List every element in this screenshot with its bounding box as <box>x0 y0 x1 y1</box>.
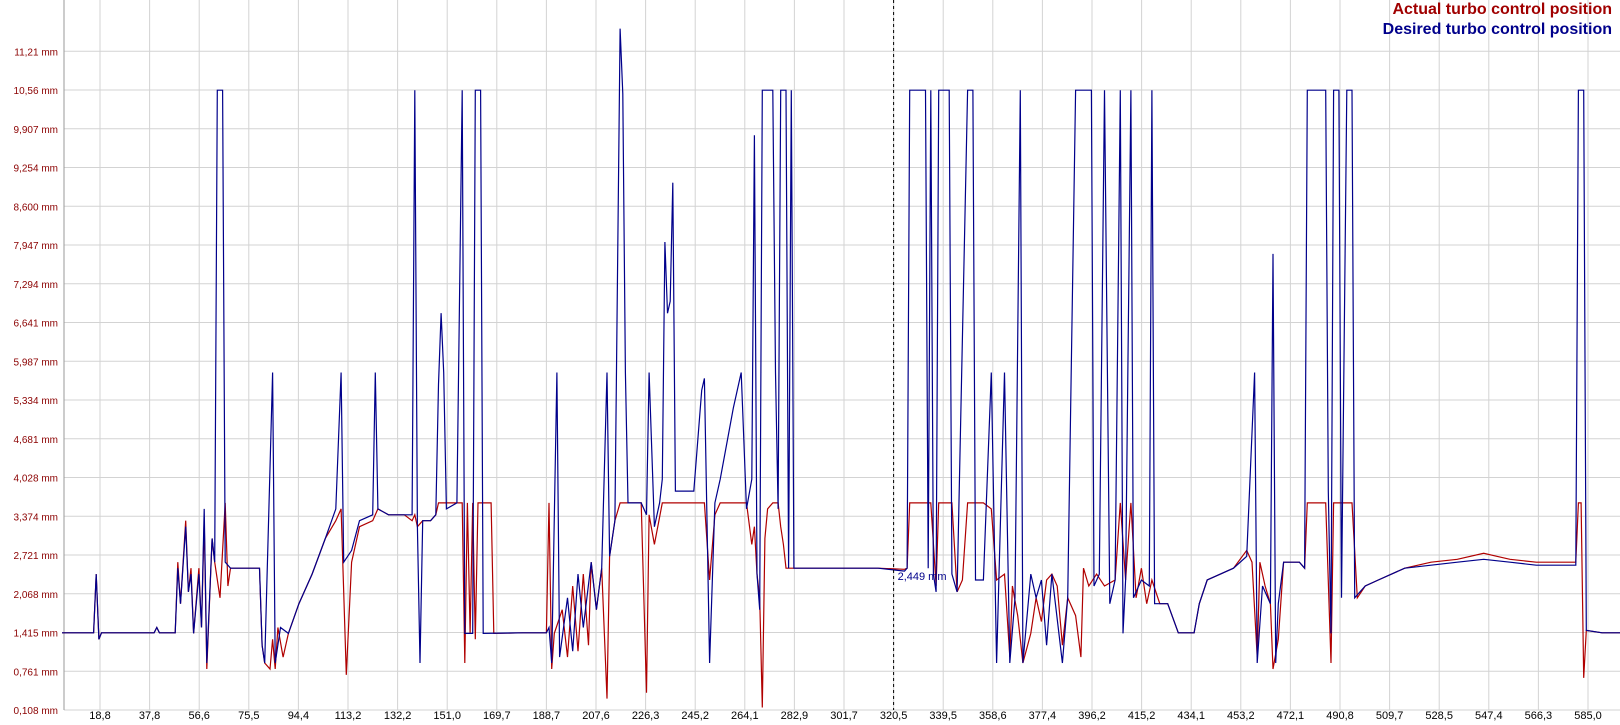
y-tick-label: 8,600 mm <box>14 202 58 213</box>
x-tick-label: 472,1 <box>1277 710 1305 722</box>
x-tick-label: 358,6 <box>979 710 1007 722</box>
x-tick-label: 113,2 <box>335 710 362 722</box>
y-tick-label: 4,681 mm <box>14 435 58 446</box>
y-tick-label: 7,947 mm <box>14 241 58 252</box>
x-tick-label: 132,2 <box>384 710 412 722</box>
x-tick-label: 377,4 <box>1029 710 1057 722</box>
x-tick-label: 509,7 <box>1376 710 1404 722</box>
series-line-actual <box>62 502 1620 708</box>
x-tick-label: 415,2 <box>1128 710 1156 722</box>
y-tick-label: 1,415 mm <box>14 629 58 640</box>
y-tick-label: 4,028 mm <box>14 474 58 485</box>
y-tick-label: 9,907 mm <box>14 125 58 136</box>
x-tick-label: 282,9 <box>781 710 809 722</box>
y-tick-label: 9,254 mm <box>14 164 58 175</box>
y-tick-label: 5,987 mm <box>14 357 58 368</box>
legend: Actual turbo control position Desired tu… <box>1383 0 1612 40</box>
x-tick-label: 339,5 <box>929 710 957 722</box>
x-tick-label: 585,0 <box>1574 710 1602 722</box>
x-tick-label: 151,0 <box>433 710 461 722</box>
y-tick-label: 11,21 mm <box>14 47 58 58</box>
series-line-desired <box>62 28 1620 664</box>
x-tick-label: 245,2 <box>681 710 709 722</box>
x-tick-label: 566,3 <box>1525 710 1553 722</box>
x-tick-label: 18,8 <box>89 710 110 722</box>
y-tick-label: 2,068 mm <box>14 590 58 601</box>
y-tick-label: 7,294 mm <box>14 280 58 291</box>
x-tick-label: 320,5 <box>880 710 908 722</box>
x-tick-label: 528,5 <box>1425 710 1453 722</box>
y-tick-label: 0,108 mm <box>14 706 58 717</box>
x-tick-label: 490,8 <box>1326 710 1354 722</box>
x-tick-label: 207,6 <box>582 710 610 722</box>
y-tick-label: 3,374 mm <box>14 512 58 523</box>
x-tick-label: 169,7 <box>483 710 511 722</box>
y-tick-label: 5,334 mm <box>14 396 58 407</box>
y-tick-label: 10,56 mm <box>14 86 58 97</box>
y-tick-label: 0,761 mm <box>14 667 58 678</box>
legend-item-actual: Actual turbo control position <box>1392 1 1612 18</box>
x-tick-label: 301,7 <box>830 710 858 722</box>
x-tick-label: 396,2 <box>1078 710 1106 722</box>
x-tick-label: 56,6 <box>188 710 209 722</box>
x-tick-label: 547,4 <box>1475 710 1503 722</box>
x-tick-label: 188,7 <box>533 710 561 722</box>
x-tick-label: 453,2 <box>1227 710 1255 722</box>
x-tick-label: 264,1 <box>731 710 759 722</box>
y-tick-label: 2,721 mm <box>14 551 58 562</box>
x-tick-label: 226,3 <box>632 710 660 722</box>
x-tick-label: 75,5 <box>238 710 259 722</box>
cursor-value-label: 2,449 mm <box>898 571 947 583</box>
x-tick-label: 434,1 <box>1177 710 1205 722</box>
y-tick-label: 6,641 mm <box>14 319 58 330</box>
x-tick-label: 37,8 <box>139 710 160 722</box>
x-tick-label: 94,4 <box>288 710 309 722</box>
legend-item-desired: Desired turbo control position <box>1382 21 1612 38</box>
